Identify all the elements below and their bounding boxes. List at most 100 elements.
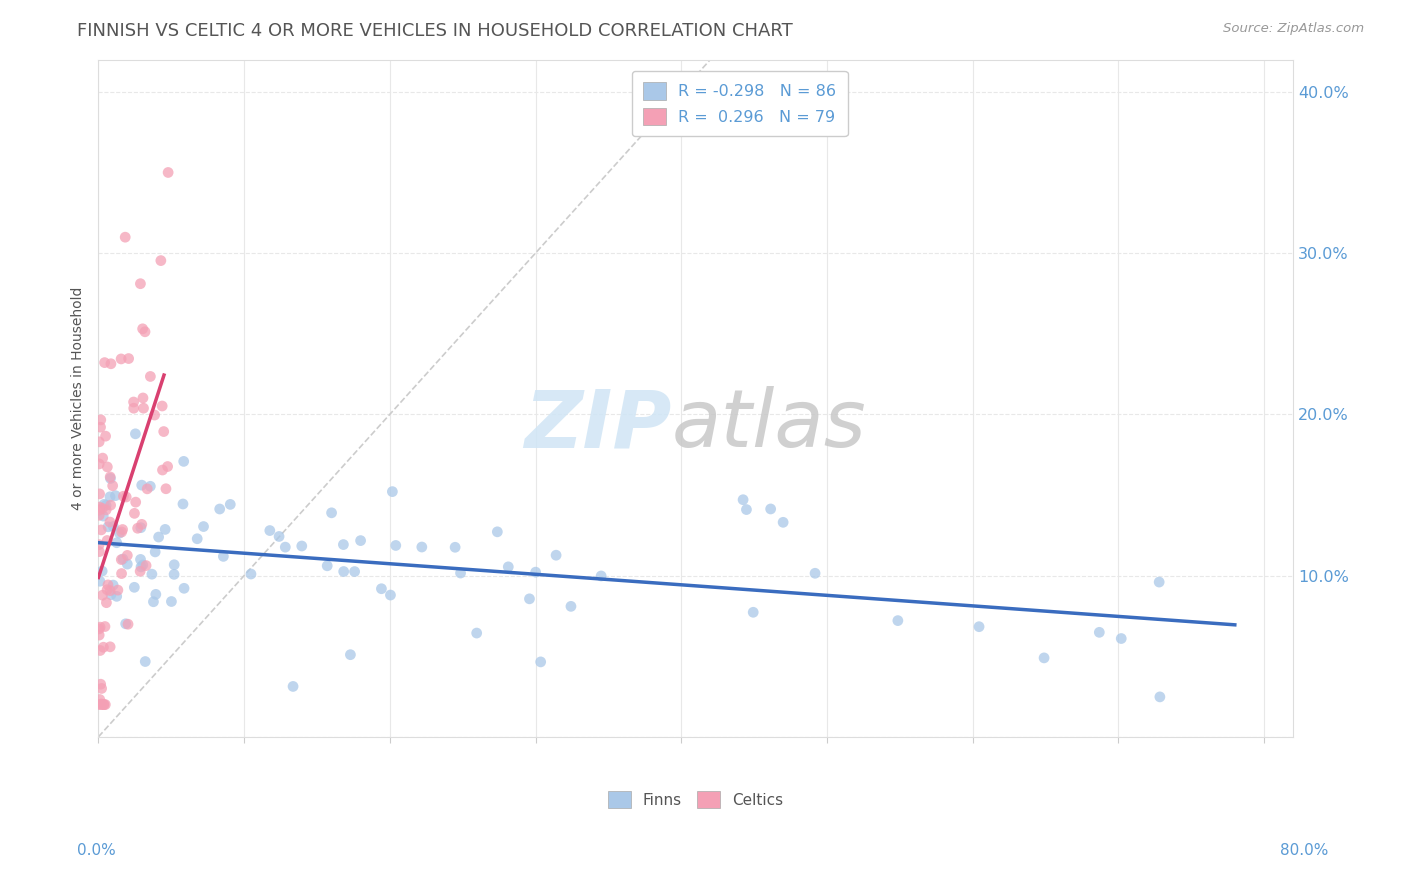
Point — [90, 697, 112, 711]
Point — [117, 351, 139, 366]
Point — [90, 698, 112, 712]
Point — [110, 566, 132, 581]
Point — [591, 569, 613, 583]
Text: FINNISH VS CELTIC 4 OR MORE VEHICLES IN HOUSEHOLD CORRELATION CHART: FINNISH VS CELTIC 4 OR MORE VEHICLES IN … — [77, 22, 793, 40]
Point — [173, 454, 195, 468]
Point — [94, 619, 117, 633]
Point — [96, 596, 118, 610]
Point — [163, 567, 186, 582]
Point — [110, 552, 132, 566]
Point — [117, 549, 139, 563]
Point — [90, 413, 112, 427]
Point — [316, 558, 339, 573]
Point — [96, 533, 118, 548]
Point — [145, 587, 167, 601]
Point — [91, 588, 114, 602]
Point — [129, 560, 152, 574]
Point — [546, 548, 568, 562]
Point — [131, 517, 153, 532]
Point — [343, 565, 366, 579]
Point — [129, 552, 152, 566]
Point — [530, 655, 553, 669]
Point — [465, 626, 488, 640]
Point — [105, 535, 128, 549]
Point — [129, 564, 152, 578]
Point — [93, 698, 115, 712]
Point — [100, 357, 122, 371]
Point — [107, 583, 129, 598]
Point — [112, 489, 135, 503]
Point — [94, 698, 117, 712]
Point — [332, 565, 354, 579]
Point — [101, 578, 124, 592]
Point — [104, 489, 127, 503]
Text: 0.0%: 0.0% — [77, 843, 117, 858]
Point — [172, 497, 194, 511]
Point — [370, 582, 392, 596]
Point — [1147, 575, 1170, 590]
Point — [267, 529, 290, 543]
Point — [152, 425, 174, 439]
Point — [132, 558, 155, 572]
Point — [141, 567, 163, 582]
Point — [91, 451, 114, 466]
Point — [89, 487, 111, 501]
Point — [98, 515, 121, 529]
Point — [124, 507, 146, 521]
Point — [89, 698, 111, 712]
Point — [132, 391, 155, 405]
Point — [100, 471, 122, 485]
Point — [101, 479, 124, 493]
Point — [153, 523, 176, 537]
Point — [96, 582, 118, 597]
Point — [98, 583, 121, 598]
Point — [105, 590, 128, 604]
Point — [498, 559, 520, 574]
Text: atlas: atlas — [672, 386, 866, 465]
Point — [152, 463, 174, 477]
Point — [103, 519, 125, 533]
Point — [108, 526, 131, 541]
Point — [281, 680, 304, 694]
Point — [98, 470, 121, 484]
Point — [89, 503, 111, 517]
Point — [89, 574, 111, 589]
Point — [117, 557, 139, 571]
Point — [136, 482, 159, 496]
Point — [1033, 651, 1056, 665]
Point — [94, 429, 117, 443]
Point — [129, 521, 152, 535]
Point — [291, 539, 314, 553]
Point — [97, 520, 120, 534]
Point — [124, 426, 146, 441]
Point — [186, 532, 208, 546]
Point — [380, 588, 402, 602]
Legend: Finns, Celtics: Finns, Celtics — [602, 785, 790, 814]
Point — [94, 499, 117, 513]
Point — [96, 459, 118, 474]
Point — [733, 492, 755, 507]
Point — [155, 482, 177, 496]
Point — [193, 519, 215, 533]
Point — [450, 566, 472, 580]
Point — [111, 552, 134, 566]
Point — [149, 253, 172, 268]
Point — [259, 524, 281, 538]
Point — [759, 502, 782, 516]
Point — [332, 538, 354, 552]
Point — [90, 677, 112, 691]
Point — [139, 369, 162, 384]
Point — [156, 459, 179, 474]
Text: Source: ZipAtlas.com: Source: ZipAtlas.com — [1223, 22, 1364, 36]
Point — [486, 524, 509, 539]
Point — [90, 420, 112, 434]
Point — [125, 495, 148, 509]
Point — [111, 523, 134, 537]
Point — [89, 622, 111, 636]
Point — [519, 591, 541, 606]
Point — [219, 497, 242, 511]
Point — [135, 558, 157, 573]
Point — [735, 502, 758, 516]
Point — [89, 500, 111, 515]
Point — [89, 508, 111, 523]
